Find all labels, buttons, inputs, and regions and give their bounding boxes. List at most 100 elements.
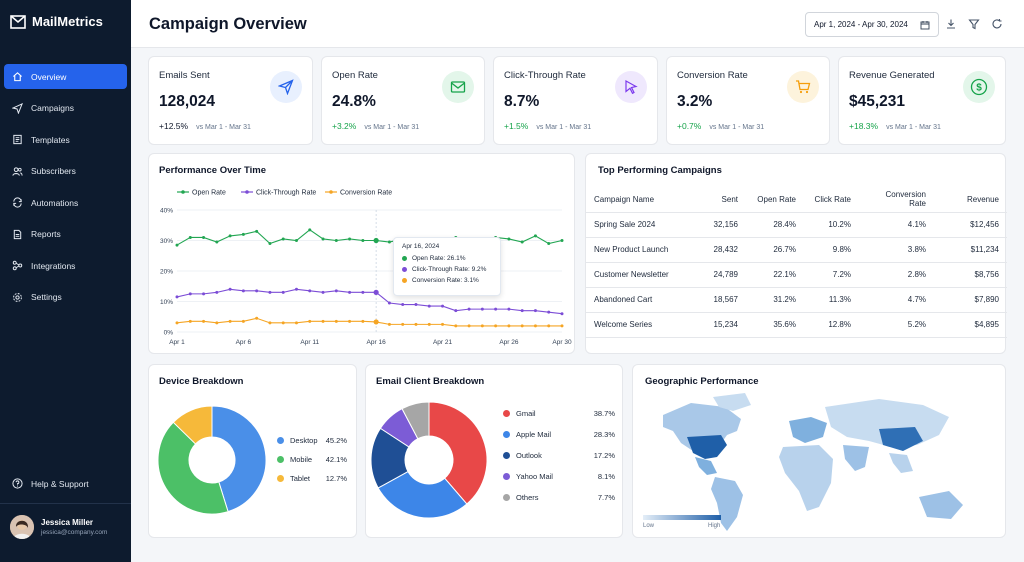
- data-point: [215, 290, 219, 294]
- kpi-value: $45,231: [849, 93, 906, 110]
- sidebar-item-overview[interactable]: Overview: [4, 64, 127, 89]
- section-title: Performance Over Time: [159, 165, 267, 176]
- data-point: [560, 324, 564, 328]
- data-point: [507, 324, 511, 328]
- table-row[interactable]: Customer Newsletter 24,789 22.1% 7.2% 2.8% $8…: [586, 262, 1007, 288]
- x-tick-label: Apr 6: [236, 339, 252, 346]
- y-tick-label: 30%: [160, 238, 173, 245]
- data-point: [507, 237, 511, 241]
- donut-slice: [377, 470, 468, 519]
- data-point: [373, 289, 379, 295]
- kpi-delta: +18.3%: [849, 121, 879, 131]
- sidebar: MailMetrics Overview Campaigns Templates…: [0, 0, 131, 562]
- data-point: [241, 232, 245, 236]
- cart-icon: [787, 71, 819, 103]
- table-row[interactable]: Abandoned Cart 18,567 31.2% 11.3% 4.7% $7,890: [586, 287, 1007, 313]
- kpi-value: 24.8%: [332, 93, 376, 110]
- kpi-title: Click-Through Rate: [504, 70, 586, 81]
- column-header[interactable]: Campaign Name: [586, 187, 696, 213]
- legend-dot: [503, 494, 510, 501]
- x-tick-label: Apr 30: [552, 339, 572, 346]
- data-point: [533, 324, 537, 328]
- device-donut-chart: [157, 405, 267, 515]
- kpi-value: 8.7%: [504, 93, 540, 110]
- data-point: [373, 237, 379, 244]
- data-point: [175, 243, 179, 247]
- data-point: [294, 321, 298, 325]
- table-row[interactable]: Spring Sale 2024 32,156 28.4% 10.2% 4.1% $12,…: [586, 212, 1007, 238]
- table-cell: $7,890: [934, 287, 1007, 313]
- legend-label: Conversion Rate: [340, 190, 392, 197]
- sidebar-item-integrations[interactable]: Integrations: [4, 253, 127, 278]
- data-point: [334, 319, 338, 323]
- refresh-icon[interactable]: [991, 18, 1003, 30]
- data-point: [467, 324, 471, 328]
- filter-icon[interactable]: [968, 18, 980, 30]
- email-client-legend: Gmail 38.7% Apple Mail 28.3% Outlook 17.2% …: [503, 403, 615, 508]
- table-cell: 24,789: [696, 262, 746, 288]
- sidebar-item-subscribers[interactable]: Subscribers: [4, 159, 127, 184]
- table-cell: 4.1%: [859, 212, 934, 238]
- donut-slice: [157, 421, 229, 515]
- table-row[interactable]: Welcome Series 15,234 35.6% 12.8% 5.2% $4,895: [586, 312, 1007, 338]
- send-icon: [12, 102, 23, 114]
- legend-label: Open Rate: [192, 190, 226, 197]
- data-point: [441, 304, 445, 308]
- data-point: [373, 319, 379, 325]
- logo-icon: [10, 14, 26, 29]
- column-header[interactable]: Open Rate: [746, 187, 804, 213]
- sidebar-item-templates[interactable]: Templates: [4, 127, 127, 152]
- table-cell: 31.2%: [746, 287, 804, 313]
- table-cell: 2.8%: [859, 262, 934, 288]
- table-row[interactable]: New Product Launch 28,432 26.7% 9.8% 3.8% $11…: [586, 237, 1007, 263]
- map-scale-bar: [643, 515, 721, 520]
- help-and-support-link[interactable]: Help & Support: [12, 478, 89, 489]
- mail-icon: [442, 71, 474, 103]
- brand[interactable]: MailMetrics: [10, 14, 103, 29]
- legend-dot: [277, 475, 284, 482]
- legend-marker: [329, 190, 333, 194]
- column-header[interactable]: Revenue: [934, 187, 1007, 213]
- column-header[interactable]: Sent: [696, 187, 746, 213]
- help-icon: [12, 478, 23, 489]
- sidebar-item-reports[interactable]: Reports: [4, 222, 127, 247]
- data-point: [467, 307, 471, 311]
- column-header[interactable]: Click Rate: [804, 187, 859, 213]
- kpi-title: Emails Sent: [159, 70, 210, 81]
- date-range-picker[interactable]: Apr 1, 2024 - Apr 30, 2024: [805, 12, 939, 37]
- legend-dot: [402, 256, 407, 261]
- document-icon: [13, 229, 22, 239]
- email-client-donut-chart: [370, 401, 488, 519]
- data-point: [427, 304, 431, 308]
- table-cell: 5.2%: [859, 312, 934, 338]
- sidebar-item-label: Campaigns: [31, 103, 74, 113]
- integrations-icon: [12, 260, 23, 271]
- legend-dot: [402, 278, 407, 283]
- kpi-card-click-through-rate: Click-Through Rate 8.7% +1.5% vs Mar 1 - …: [493, 56, 658, 145]
- sidebar-item-campaigns[interactable]: Campaigns: [4, 96, 127, 121]
- campaigns-table: Campaign Name Sent Open Rate Click Rate Conv…: [586, 187, 1007, 338]
- data-point: [202, 292, 206, 296]
- data-point: [241, 319, 245, 323]
- data-point: [202, 235, 206, 239]
- data-point: [547, 324, 551, 328]
- page-title: Campaign Overview: [149, 15, 307, 33]
- data-point: [387, 322, 391, 326]
- sidebar-item-label: Reports: [31, 229, 61, 239]
- data-point: [387, 240, 391, 244]
- sidebar-item-automations[interactable]: Automations: [4, 190, 127, 215]
- user-profile[interactable]: Jessica Miller jessica@company.com: [10, 515, 107, 539]
- donut-slice: [211, 405, 267, 513]
- tooltip-line: Conversion Rate: 3.1%: [412, 277, 479, 284]
- home-icon: [13, 72, 22, 82]
- donut-slice: [401, 401, 430, 440]
- dollar-icon: $: [963, 71, 995, 103]
- data-point: [268, 242, 272, 246]
- download-icon[interactable]: [945, 18, 957, 30]
- table-cell: 18,567: [696, 287, 746, 313]
- data-point: [427, 322, 431, 326]
- column-header[interactable]: Conversion Rate: [859, 187, 934, 213]
- kpi-title: Open Rate: [332, 70, 378, 81]
- table-cell: $4,895: [934, 312, 1007, 338]
- sidebar-item-settings[interactable]: Settings: [4, 285, 127, 310]
